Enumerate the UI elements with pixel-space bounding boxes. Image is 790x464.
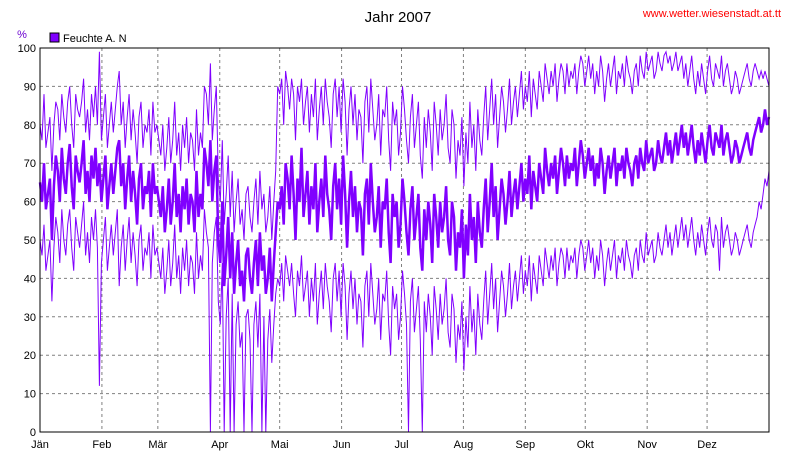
legend-swatch: [49, 32, 60, 43]
x-tick-label: Jun: [333, 439, 351, 451]
x-tick-label: Apr: [211, 439, 228, 451]
chart-title: Jahr 2007: [365, 9, 432, 26]
y-tick-label: 90: [24, 81, 36, 93]
x-tick-label: Sep: [516, 439, 536, 451]
y-tick-label: 20: [24, 350, 36, 362]
x-tick-label: Mai: [271, 439, 289, 451]
y-tick-label: 30: [24, 312, 36, 324]
y-tick-label: 50: [24, 235, 36, 247]
y-tick-label: 10: [24, 389, 36, 401]
x-tick-label: Feb: [92, 439, 111, 451]
y-tick-label: 0: [30, 427, 36, 439]
y-tick-label: 80: [24, 120, 36, 132]
y-tick-label: 60: [24, 197, 36, 209]
y-axis-unit-label: %: [17, 29, 27, 41]
plot-area-frame: [39, 47, 770, 433]
series-min-line: [39, 170, 770, 433]
x-tick-label: Jän: [31, 439, 49, 451]
x-axis-ticks: Jän Feb Mär Apr Mai Jun Jul Aug Sep Okt Nov Dez: [31, 439, 717, 451]
y-tick-label: 40: [24, 273, 36, 285]
x-tick-label: Aug: [454, 439, 474, 451]
series-avg-line: [38, 109, 771, 302]
y-tick-label: 70: [24, 158, 36, 170]
x-tick-label: Mär: [148, 439, 167, 451]
legend-label: Feuchte A. N: [63, 33, 127, 45]
y-axis-ticks: 0 10 20 30 40 50 60 70 80 90 100: [18, 43, 36, 439]
source-url: www.wetter.wiesenstadt.at.tt: [642, 8, 781, 20]
x-tick-label: Dez: [697, 439, 717, 451]
legend: Feuchte A. N: [49, 32, 127, 45]
x-tick-label: Jul: [394, 439, 408, 451]
x-tick-label: Okt: [577, 439, 594, 451]
series-max-line: [39, 50, 770, 241]
x-tick-label: Nov: [637, 439, 657, 451]
y-tick-label: 100: [18, 43, 36, 55]
series-lines: [38, 50, 771, 433]
